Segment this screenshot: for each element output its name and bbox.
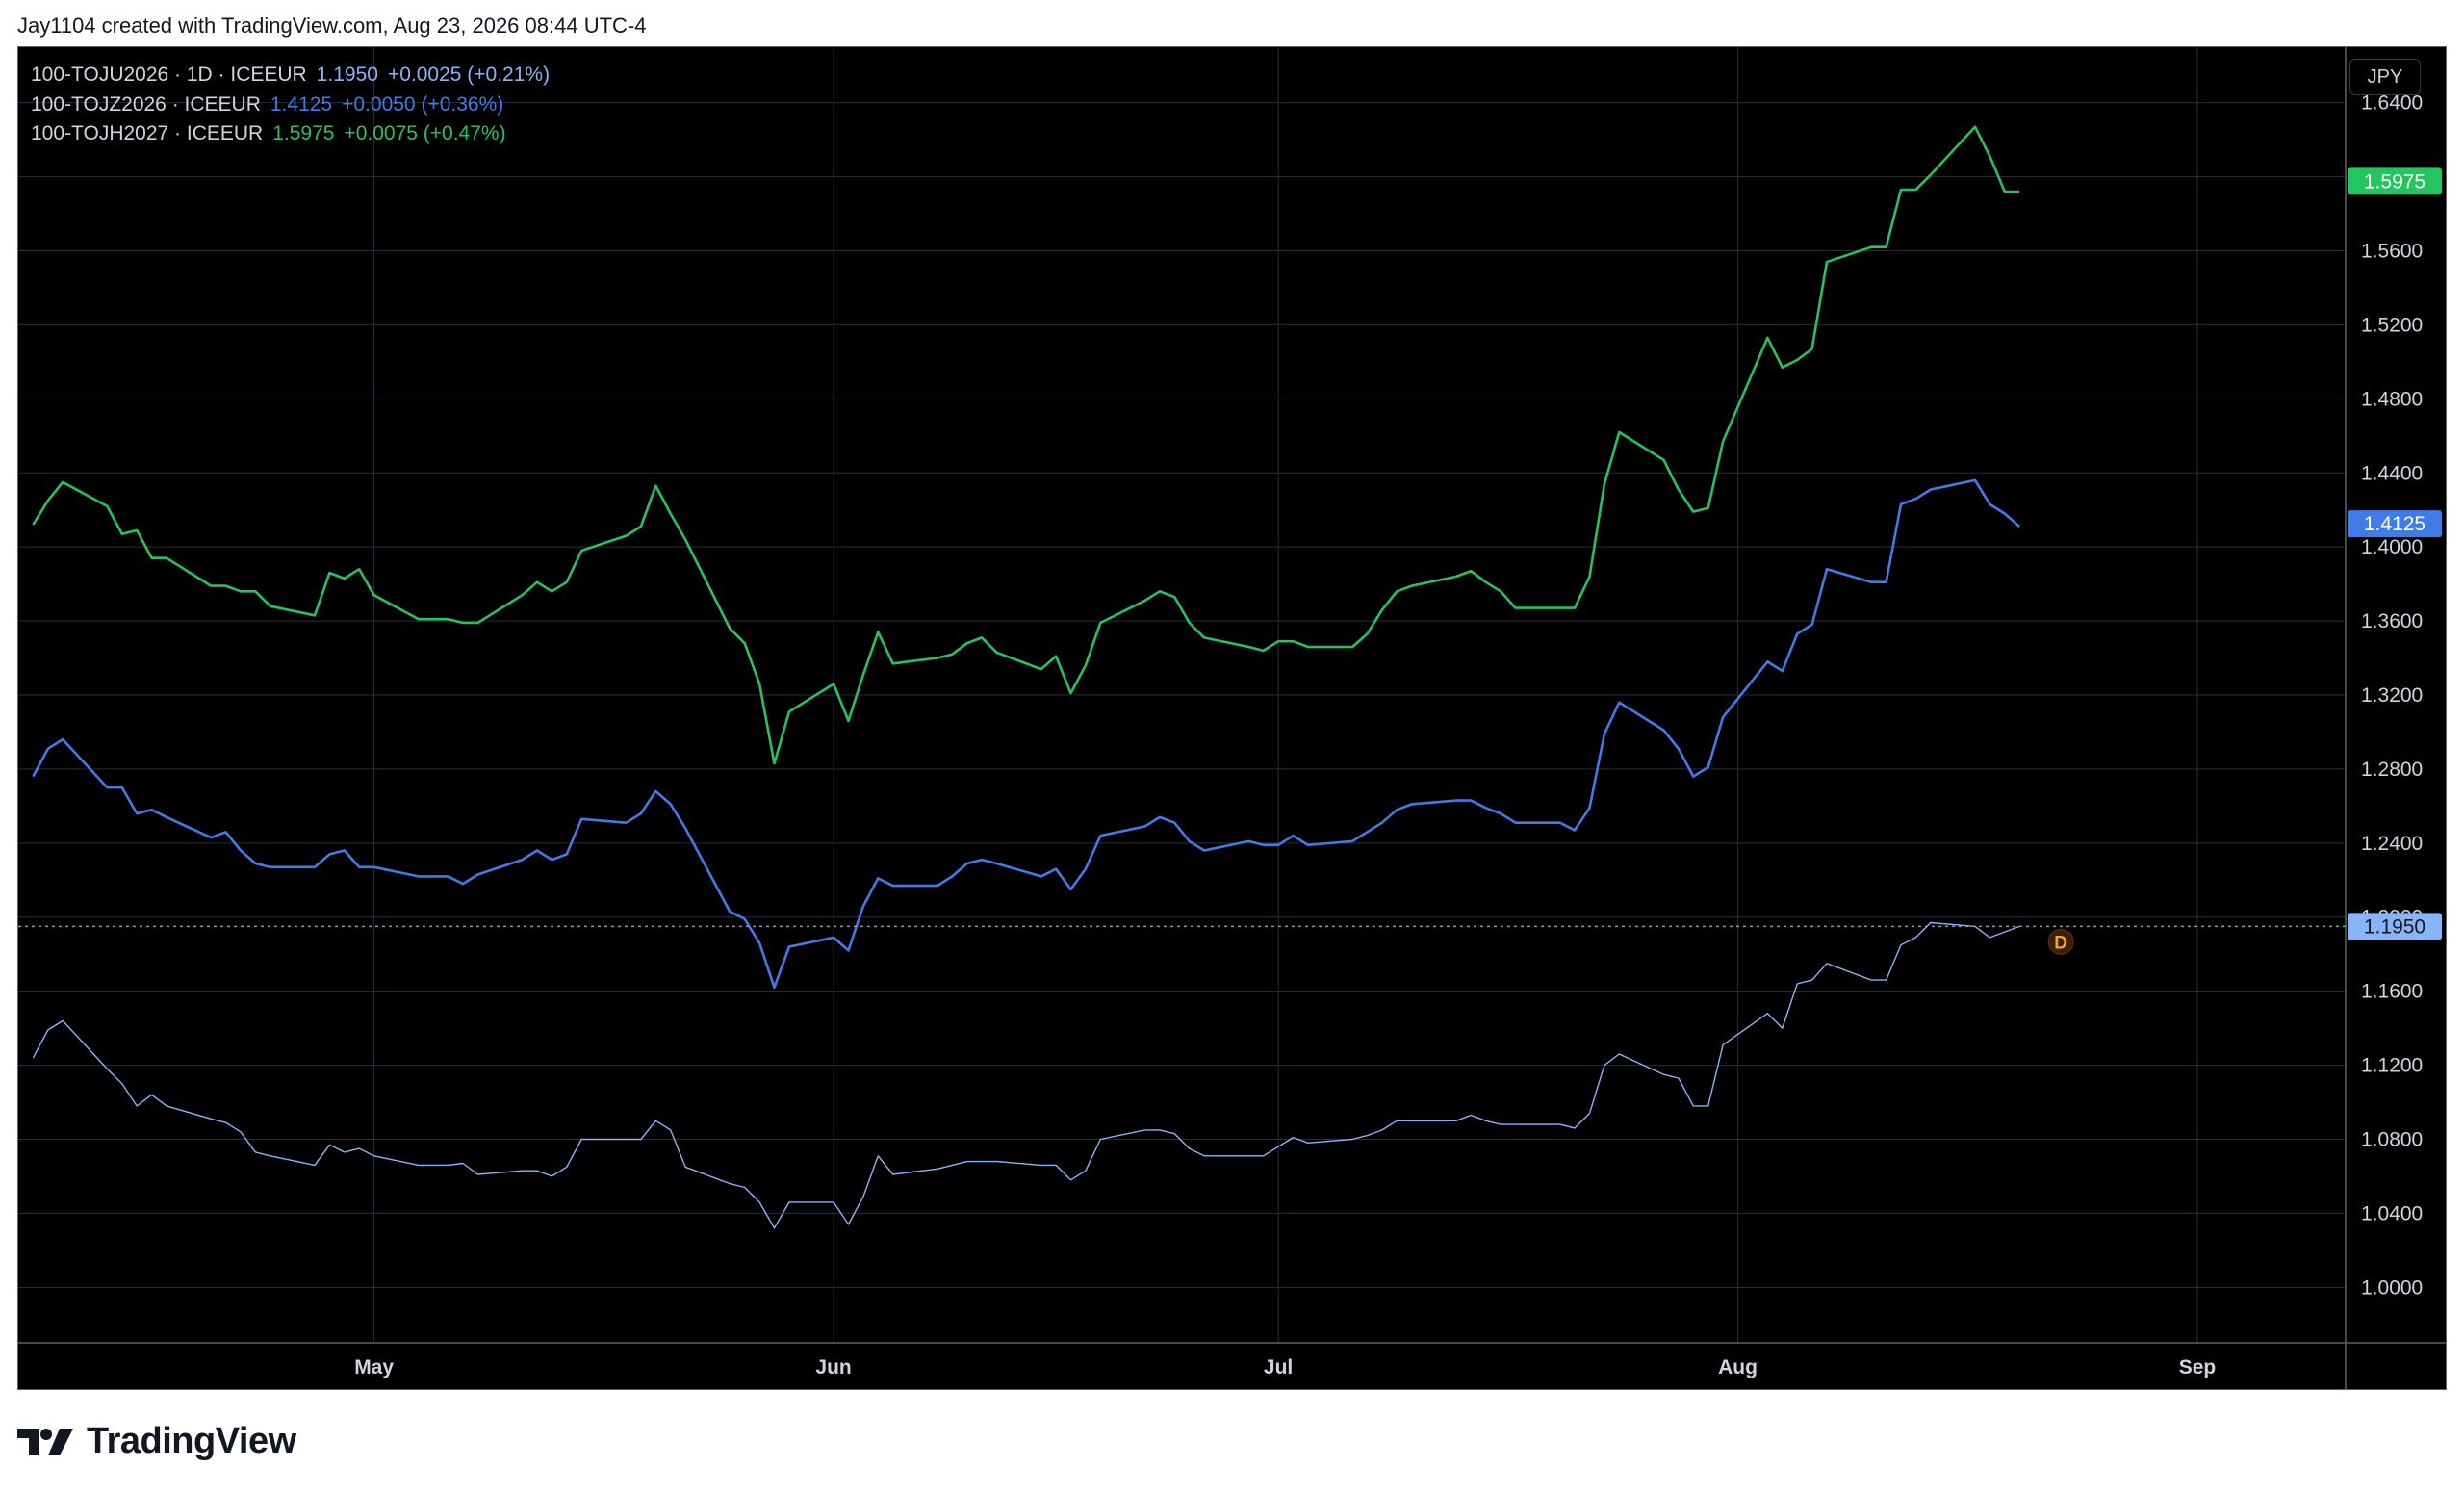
series-line-100-tojz2026[interactable]: [32, 478, 2021, 990]
x-tick-label: Sep: [2179, 1356, 2217, 1378]
y-tick-label: 1.1600: [2361, 981, 2423, 1003]
x-tick-label: Jul: [1264, 1356, 1293, 1378]
series-line-100-toju2026[interactable]: [32, 921, 2020, 1229]
last-value-badge: [2348, 913, 2442, 940]
chart-panel[interactable]: May Jun Jul Aug Sep 1.0000 1.0400 1.0800 1.1200 1…: [17, 46, 2447, 1390]
tradingview-logo[interactable]: TradingView: [17, 1421, 296, 1462]
last-value-badge: [2348, 510, 2442, 538]
y-tick-label: 1.0800: [2361, 1128, 2423, 1150]
y-tick-label: 1.2400: [2361, 833, 2423, 855]
chart-caption: Jay1104 created with TradingView.com, Au…: [17, 13, 647, 38]
legend-row-tojz2026[interactable]: 100-TOJZ2026 · ICEEUR 1.4125 +0.0050 (+0.3…: [31, 90, 559, 120]
legend-row-tojh2027[interactable]: 100-TOJH2027 · ICEEUR 1.5975 +0.0075 (+0.4…: [31, 119, 559, 149]
x-tick-label: Aug: [1718, 1356, 1758, 1378]
tradingview-logo-icon: [17, 1428, 73, 1455]
last-value-label: 1.1950: [2364, 915, 2426, 938]
legend-change: +0.0075 (+0.47%): [344, 122, 506, 144]
price-chart[interactable]: May Jun Jul Aug Sep 1.0000 1.0400 1.0800 1.1200 1…: [18, 47, 2446, 1389]
legend-symbol: 100-TOJU2026 · 1D · ICEEUR: [31, 64, 307, 86]
series-line-100-tojh2027[interactable]: [32, 125, 2020, 765]
y-tick-label: 1.5200: [2361, 314, 2423, 336]
y-tick-label: 1.0400: [2361, 1202, 2423, 1224]
last-value-label: 1.4125: [2364, 513, 2426, 535]
legend-change: +0.0025 (+0.21%): [387, 64, 551, 86]
brand-name: TradingView: [87, 1421, 296, 1461]
y-tick-label: 1.3200: [2361, 684, 2423, 707]
x-tick-label: May: [354, 1356, 394, 1378]
legend-symbol: 100-TOJZ2026 · ICEEUR: [31, 92, 261, 116]
legend-last-value: 1.4125: [270, 92, 333, 116]
event-marker-label: D: [2054, 933, 2067, 953]
y-tick-label: 1.4400: [2361, 462, 2423, 484]
event-marker[interactable]: [2047, 928, 2074, 955]
last-value-badge: [2348, 167, 2442, 195]
legend-symbol: 100-TOJH2027 · ICEEUR: [31, 122, 264, 144]
y-tick-label: 1.3600: [2361, 610, 2423, 632]
legend-last-value: 1.5975: [272, 122, 335, 144]
legend-change: +0.0050 (+0.36%): [342, 92, 504, 116]
legend: 100-TOJU2026 · 1D · ICEEUR 1.1950 +0.0025 …: [31, 61, 559, 149]
y-tick-label: 1.1200: [2361, 1055, 2423, 1077]
y-tick-label: 1.0000: [2361, 1276, 2423, 1299]
legend-row-tojz2026-u[interactable]: 100-TOJU2026 · 1D · ICEEUR 1.1950 +0.0025 …: [31, 61, 559, 90]
x-tick-label: Jun: [815, 1356, 851, 1378]
y-tick-label: 1.6400: [2361, 92, 2423, 115]
last-value-label: 1.5975: [2364, 170, 2426, 193]
y-tick-label: 1.4800: [2361, 388, 2423, 410]
y-tick-label: 1.5600: [2361, 241, 2423, 263]
currency-button[interactable]: JPY: [2349, 59, 2421, 95]
legend-last-value: 1.1950: [316, 64, 378, 86]
y-tick-label: 1.2800: [2361, 759, 2423, 781]
y-tick-label: 1.4000: [2361, 536, 2423, 558]
